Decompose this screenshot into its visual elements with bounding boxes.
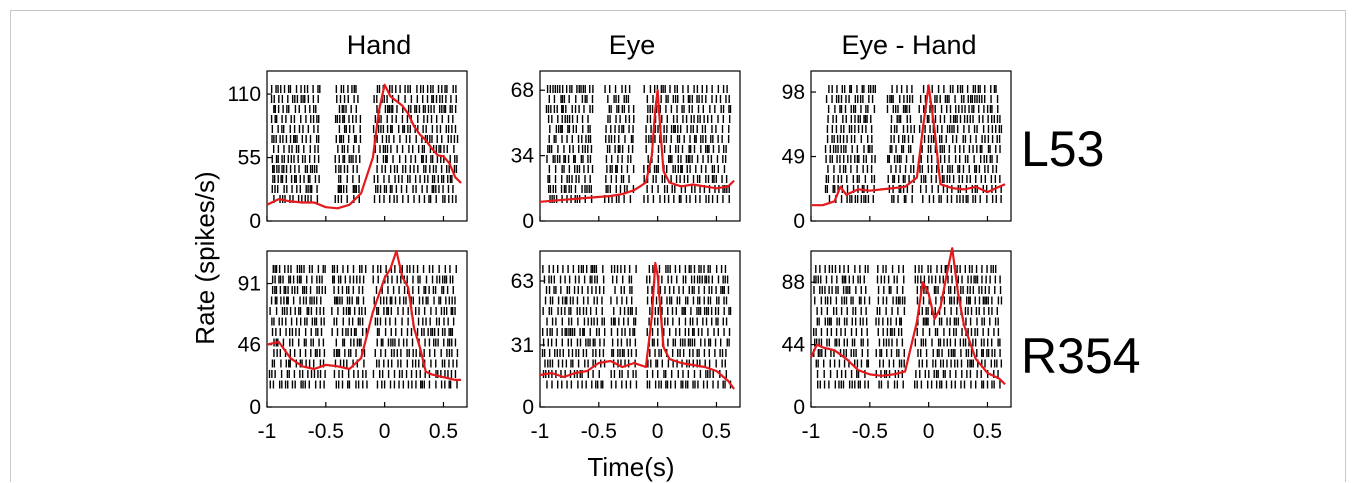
y-tick-label: 44: [782, 334, 806, 357]
y-tick-label: 49: [782, 146, 805, 169]
panel-1: 0 34 68: [511, 70, 741, 233]
y-tick-label: 88: [782, 271, 805, 294]
y-tick-label: 98: [782, 81, 805, 104]
y-tick-label: 63: [511, 270, 534, 293]
x-tick-label: 0.5: [429, 420, 458, 443]
x-tick-label: 0: [652, 420, 664, 443]
rate-line: [539, 261, 735, 390]
y-tick-label: 0: [793, 396, 805, 419]
x-tick-label: 0: [923, 420, 935, 443]
axes-box: [266, 250, 468, 408]
panels: 0 55 110 0 34 68 0 49 98 0 46 91 -1 -0.5 0 0.5 0 31 63 -1 -0…: [228, 70, 1012, 443]
y-tick-label: 0: [522, 396, 534, 419]
y-tick-label: 110: [228, 83, 261, 106]
axes-box: [266, 70, 468, 222]
axes-box: [810, 70, 1012, 222]
row-label-r354: R354: [1021, 328, 1141, 384]
column-title-eye: Eye: [609, 30, 656, 60]
y-tick-label: 0: [249, 396, 261, 419]
axes-box: [810, 250, 1012, 408]
x-tick-label: -0.5: [308, 420, 344, 443]
panel-4: 0 31 63 -1 -0.5 0 0.5: [511, 250, 741, 443]
x-axis-label: Time(s): [587, 452, 674, 482]
y-tick-label: 31: [511, 334, 534, 357]
spike-raster: [545, 85, 732, 203]
rate-line: [266, 83, 462, 210]
x-tick-label: -1: [258, 420, 277, 443]
axes-box: [539, 250, 741, 408]
spike-raster: [270, 85, 459, 203]
x-tick-label: 0.5: [702, 420, 731, 443]
x-tick-label: -0.5: [852, 420, 888, 443]
column-title-hand: Hand: [347, 30, 412, 60]
y-tick-label: 46: [238, 334, 261, 357]
x-tick-label: 0.5: [973, 420, 1002, 443]
x-tick-label: -0.5: [581, 420, 617, 443]
x-tick-label: 0: [379, 420, 391, 443]
rate-line: [810, 247, 1006, 386]
panel-5: 0 44 88 -1 -0.5 0 0.5: [782, 247, 1012, 443]
x-tick-label: -1: [802, 420, 821, 443]
axes-box: [539, 70, 741, 222]
spike-raster: [268, 265, 459, 389]
panel-2: 0 49 98: [782, 70, 1012, 233]
figure-frame: Hand Eye Eye - Hand Rate (spikes/s) Time…: [10, 10, 1346, 482]
y-tick-label: 0: [522, 210, 534, 233]
y-tick-label: 91: [238, 273, 261, 296]
spike-raster: [541, 265, 732, 389]
figure-canvas: Hand Eye Eye - Hand Rate (spikes/s) Time…: [190, 30, 1141, 482]
panel-3: 0 46 91 -1 -0.5 0 0.5: [238, 249, 468, 443]
y-tick-label: 0: [249, 210, 261, 233]
spike-raster: [824, 85, 1003, 203]
rate-line: [539, 89, 735, 203]
rate-line: [811, 84, 1006, 207]
spike-raster: [812, 265, 1003, 389]
y-tick-label: 68: [511, 79, 534, 102]
y-tick-label: 34: [511, 145, 535, 168]
y-tick-label: 55: [238, 147, 261, 170]
row-label-l53: L53: [1021, 121, 1104, 177]
x-tick-label: -1: [531, 420, 550, 443]
y-axis-label: Rate (spikes/s): [190, 171, 220, 344]
panel-0: 0 55 110: [228, 70, 468, 233]
rate-line: [266, 249, 462, 381]
column-title-eye-hand: Eye - Hand: [841, 30, 976, 60]
y-tick-label: 0: [793, 210, 805, 233]
